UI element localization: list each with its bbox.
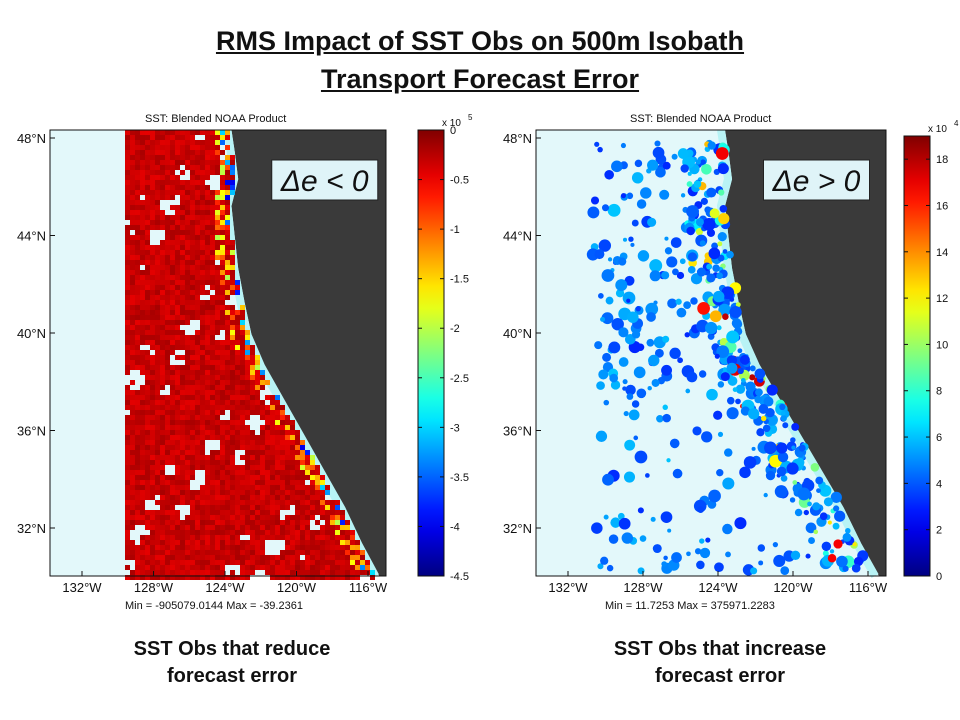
right-impact-field — [586, 139, 869, 576]
right-colorbar-exponent-power: 4 — [954, 119, 959, 128]
left-colorbar-tick-7: -3.5 — [450, 472, 469, 484]
right-stats: Min = 11.7253 Max = 375971.2283 — [605, 600, 775, 612]
left-colorbar-tick-3: -1.5 — [450, 274, 469, 286]
right-colorbar-exponent: x 10 — [928, 124, 947, 135]
left-lon-tick-0: 132°W — [62, 580, 102, 595]
right-formula-text: Δe > 0 — [772, 165, 861, 198]
left-colorbar-exponent-power: 5 — [468, 113, 473, 122]
left-colorbar-tick-0: 0 — [450, 125, 456, 137]
left-lat-tick-3: 36°N — [17, 424, 46, 439]
right-lon-tick-2: 124°W — [698, 580, 738, 595]
page-title-line-1: RMS Impact of SST Obs on 500m Isobath — [215, 26, 745, 56]
left-map-title: SST: Blended NOAA Product — [145, 113, 286, 125]
right-lat-tick-4: 32°N — [503, 521, 532, 536]
right-colorbar-tick-4: 10 — [936, 339, 948, 351]
right-formula-box: Δe > 0 — [763, 159, 870, 201]
right-colorbar-tick-9: 0 — [936, 571, 942, 583]
left-lon-tick-3: 120°W — [277, 580, 317, 595]
left-colorbar: 0 -0.5 -1 -1.5 -2 -2.5 -3 -3.5 -4 -4.5 x 10 5 — [417, 113, 473, 583]
right-land-mass — [725, 130, 886, 576]
left-colorbar-exponent: x 10 — [442, 118, 461, 129]
left-land-mass — [231, 130, 386, 576]
left-lon-tick-4: 116°W — [349, 580, 388, 595]
left-formula-text: Δe < 0 — [280, 165, 369, 198]
left-impact-field — [125, 130, 375, 580]
right-lon-tick-4: 116°W — [849, 580, 888, 595]
right-lon-tick-0: 132°W — [548, 580, 588, 595]
right-lat-tick-2: 40°N — [503, 326, 532, 341]
right-colorbar-tick-1: 16 — [936, 200, 948, 212]
left-formula-box: Δe < 0 — [271, 159, 379, 201]
right-map-panel: Δe > 0 SST: Blended NOAA Product 48°N 44°N 4… — [503, 113, 959, 612]
left-colorbar-tick-4: -2 — [450, 323, 460, 335]
right-colorbar-tick-3: 12 — [936, 293, 948, 305]
right-lat-tick-3: 36°N — [503, 424, 532, 439]
right-colorbar-tick-2: 14 — [936, 247, 948, 259]
right-lat-tick-0: 48°N — [503, 131, 532, 146]
right-colorbar-tick-0: 18 — [936, 154, 948, 166]
page-title-line-2: Transport Forecast Error — [320, 64, 640, 94]
left-colorbar-tick-1: -0.5 — [450, 175, 469, 187]
left-caption-line-1: SST Obs that reduce — [133, 638, 331, 660]
left-caption-line-2: forecast error — [166, 665, 298, 687]
right-colorbar-tick-5: 8 — [936, 386, 942, 398]
left-map-panel: Δe < 0 SST: Blended NOAA Product 48°N 44°N 4… — [17, 113, 473, 612]
right-colorbar-tick-8: 2 — [936, 525, 942, 537]
left-lon-tick-2: 124°W — [205, 580, 245, 595]
left-colorbar-tick-2: -1 — [450, 224, 460, 236]
left-stats: Min = -905079.0144 Max = -39.2361 — [125, 600, 303, 612]
right-lon-tick-1: 128°W — [623, 580, 663, 595]
left-colorbar-tick-8: -4 — [450, 521, 460, 533]
left-colorbar-tick-5: -2.5 — [450, 373, 469, 385]
right-caption-line-2: forecast error — [654, 665, 786, 687]
right-colorbar-tick-7: 4 — [936, 478, 942, 490]
left-lat-tick-4: 32°N — [17, 521, 46, 536]
right-caption-line-1: SST Obs that increase — [613, 638, 827, 660]
right-colorbar: 18 16 14 12 10 8 6 4 2 0 x 10 4 — [903, 119, 959, 583]
right-colorbar-tick-6: 6 — [936, 432, 942, 444]
right-lon-tick-3: 120°W — [773, 580, 813, 595]
left-lat-tick-2: 40°N — [17, 326, 46, 341]
right-lat-tick-1: 44°N — [503, 229, 532, 244]
right-caption: SST Obs that increase forecast error — [550, 636, 890, 690]
left-lon-tick-1: 128°W — [134, 580, 174, 595]
left-caption: SST Obs that reduce forecast error — [62, 636, 402, 690]
left-colorbar-tick-6: -3 — [450, 422, 460, 434]
left-lat-tick-1: 44°N — [17, 229, 46, 244]
left-colorbar-tick-9: -4.5 — [450, 571, 469, 583]
left-lat-tick-0: 48°N — [17, 131, 46, 146]
right-map-title: SST: Blended NOAA Product — [630, 113, 771, 125]
